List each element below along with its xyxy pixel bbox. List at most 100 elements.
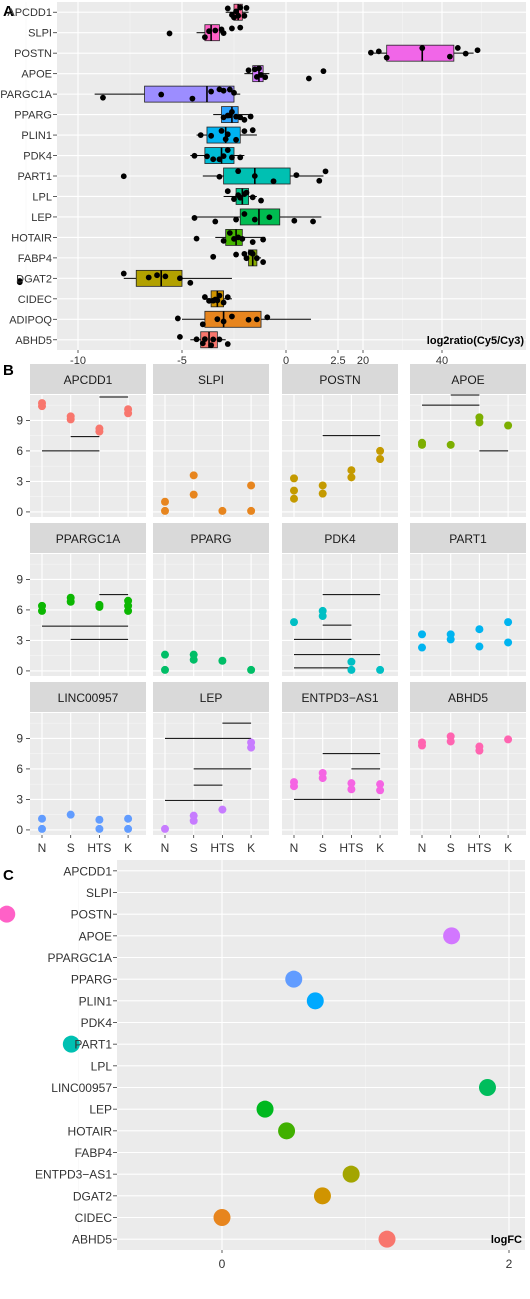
data-point	[247, 738, 256, 747]
point-cidec	[213, 1209, 231, 1226]
data-point	[253, 316, 260, 323]
facet-apcdd1: APCDD1 0 3 6 9	[16, 364, 146, 519]
x-tick-label: K	[124, 841, 132, 855]
facet-pdk4: PDK4	[282, 523, 398, 676]
data-point	[247, 506, 256, 515]
data-point	[231, 14, 237, 21]
facet-postn: POSTN	[282, 364, 398, 517]
data-point	[38, 814, 46, 823]
data-point	[145, 274, 152, 281]
data-point	[218, 127, 225, 134]
y-tick-label: APOE	[21, 69, 52, 81]
data-point	[318, 489, 327, 498]
data-point	[208, 88, 215, 95]
data-point	[475, 742, 484, 751]
data-point	[290, 474, 298, 483]
facet-part1: PART1	[410, 523, 526, 676]
y-tick-label: PART1	[74, 1038, 112, 1052]
data-point	[247, 113, 254, 120]
data-point	[290, 778, 298, 787]
y-tick-label: LEP	[31, 212, 52, 224]
data-point	[475, 642, 484, 651]
panel-b-label: B	[3, 362, 14, 379]
data-point	[16, 278, 23, 284]
y-tick-label: POSTN	[14, 48, 52, 60]
data-point	[95, 824, 104, 833]
data-point	[241, 250, 248, 257]
data-point	[233, 251, 239, 258]
data-point	[291, 217, 298, 224]
data-point	[290, 486, 298, 495]
y-tick-label: PPARG	[71, 973, 112, 987]
data-point	[231, 89, 237, 96]
x-tick-label: HTS	[467, 841, 491, 855]
data-point	[504, 421, 513, 430]
y-tick-label: LPL	[91, 1059, 113, 1073]
facet-title: PPARGC1A	[56, 532, 120, 546]
data-point	[241, 128, 248, 135]
data-point	[251, 216, 258, 223]
data-point	[226, 230, 233, 236]
data-point	[256, 65, 262, 72]
data-point	[318, 768, 327, 777]
data-point	[231, 196, 237, 202]
y-tick-label: 6	[16, 603, 23, 617]
data-point	[322, 168, 329, 175]
x-tick-label: S	[190, 841, 198, 855]
facet-strip	[30, 523, 146, 553]
data-point	[212, 27, 219, 34]
data-point	[260, 259, 267, 265]
data-point	[347, 657, 356, 666]
facet-strip	[282, 523, 398, 553]
y-tick-label: DGAT2	[73, 1189, 112, 1203]
data-point	[220, 153, 227, 160]
data-point	[235, 234, 242, 241]
point-postn	[0, 905, 16, 923]
data-point	[447, 53, 453, 60]
data-point	[270, 178, 277, 185]
y-tick-label: SLPI	[86, 886, 112, 900]
data-point	[204, 153, 210, 160]
data-point	[124, 814, 133, 823]
y-tick-label: HOTAIR	[11, 232, 52, 244]
facet-strip	[30, 364, 146, 394]
data-point	[124, 824, 133, 833]
x-tick-label: S	[67, 841, 75, 855]
y-tick-label: PPARGC1A	[0, 89, 53, 101]
data-point	[241, 12, 248, 19]
data-point	[216, 336, 223, 343]
y-tick-label: 3	[16, 633, 23, 647]
y-tick-label: APCDD1	[63, 864, 112, 878]
y-tick-label: ABHD5	[72, 1233, 112, 1247]
data-point	[233, 136, 239, 143]
data-point	[347, 665, 356, 674]
y-tick-label: CIDEC	[18, 294, 52, 306]
y-tick-label: ENTPD3−AS1	[35, 1168, 112, 1182]
y-tick-label: FABP4	[75, 1146, 113, 1160]
facet-title: APCDD1	[64, 373, 113, 387]
data-point	[305, 75, 312, 82]
data-point	[158, 91, 165, 98]
data-point	[243, 5, 250, 11]
y-tick-label: HOTAIR	[68, 1124, 113, 1138]
y-tick-label: CIDEC	[75, 1211, 113, 1225]
data-point	[368, 49, 374, 56]
data-point	[237, 154, 244, 161]
data-point	[206, 28, 212, 35]
facet-abhd5: ABHD5 N S HTS K	[410, 682, 526, 855]
data-point	[224, 341, 231, 347]
x-tick-label: K	[504, 841, 512, 855]
data-point	[241, 211, 248, 217]
data-point	[253, 73, 260, 80]
data-point	[375, 48, 382, 55]
x-tick-label: S	[319, 841, 327, 855]
data-point	[418, 643, 426, 652]
data-point	[100, 94, 106, 101]
data-point	[504, 638, 513, 647]
data-point	[197, 132, 204, 139]
data-point	[216, 173, 223, 180]
x-tick-label: N	[38, 841, 47, 855]
data-point	[249, 250, 256, 257]
facet-title: PPARG	[190, 532, 231, 546]
